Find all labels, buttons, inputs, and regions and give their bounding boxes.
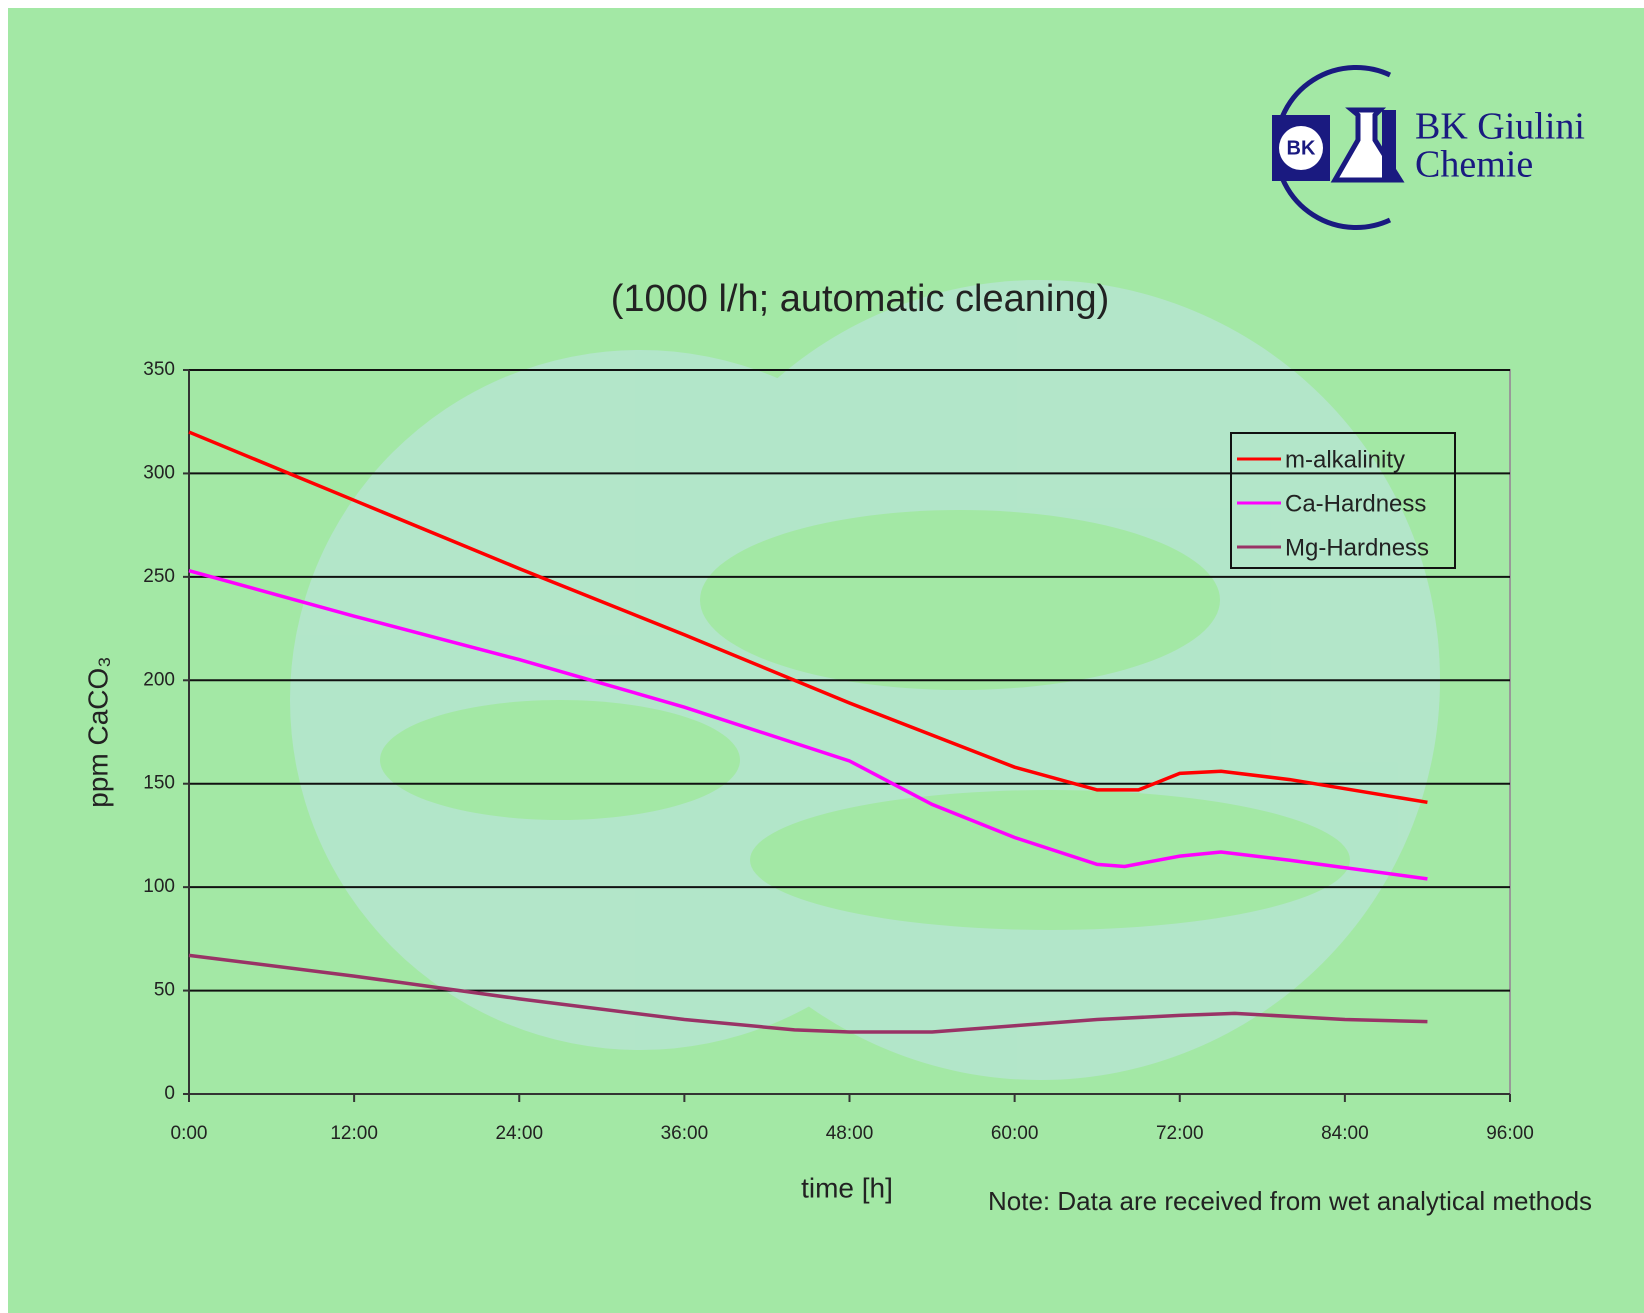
y-axis-label: ppm CaCO₃ (82, 656, 113, 807)
chart-title: (1000 l/h; automatic cleaning) (611, 278, 1110, 320)
x-tick-label: 0:00 (171, 1123, 208, 1144)
x-tick-label: 48:00 (826, 1123, 874, 1144)
y-tick-label: 100 (143, 876, 175, 897)
watermark-leaf (750, 790, 1350, 930)
y-tick-label: 350 (143, 359, 175, 380)
y-tick-label: 150 (143, 773, 175, 794)
legend-label: Ca-Hardness (1285, 490, 1426, 517)
y-tick-label: 250 (143, 566, 175, 587)
logo-line2: Chemie (1415, 144, 1533, 186)
logo-badge: BK (1287, 137, 1316, 159)
x-tick-label: 60:00 (991, 1123, 1039, 1144)
page: BK BK Giulini Chemie (1000 l/h; automati… (0, 0, 1644, 1313)
legend-label: Mg-Hardness (1285, 534, 1429, 561)
legend-label: m-alkalinity (1285, 446, 1405, 473)
y-tick-label: 200 (143, 669, 175, 690)
note: Note: Data are received from wet analyti… (988, 1186, 1592, 1216)
y-tick-label: 0 (164, 1083, 175, 1104)
x-tick-label: 24:00 (495, 1123, 543, 1144)
logo-bar (1382, 110, 1396, 180)
x-tick-label: 12:00 (330, 1123, 378, 1144)
y-tick-label: 50 (154, 980, 175, 1001)
x-tick-label: 84:00 (1321, 1123, 1369, 1144)
watermark-leaf (380, 700, 740, 820)
x-tick-label: 36:00 (661, 1123, 709, 1144)
x-tick-label: 96:00 (1486, 1123, 1534, 1144)
watermark-leaf (700, 510, 1220, 690)
logo-line1: BK Giulini (1415, 106, 1585, 148)
chart: BK BK Giulini Chemie (1000 l/h; automati… (0, 0, 1644, 1313)
x-axis-label: time [h] (801, 1172, 893, 1203)
y-tick-label: 300 (143, 462, 175, 483)
x-tick-label: 72:00 (1156, 1123, 1204, 1144)
